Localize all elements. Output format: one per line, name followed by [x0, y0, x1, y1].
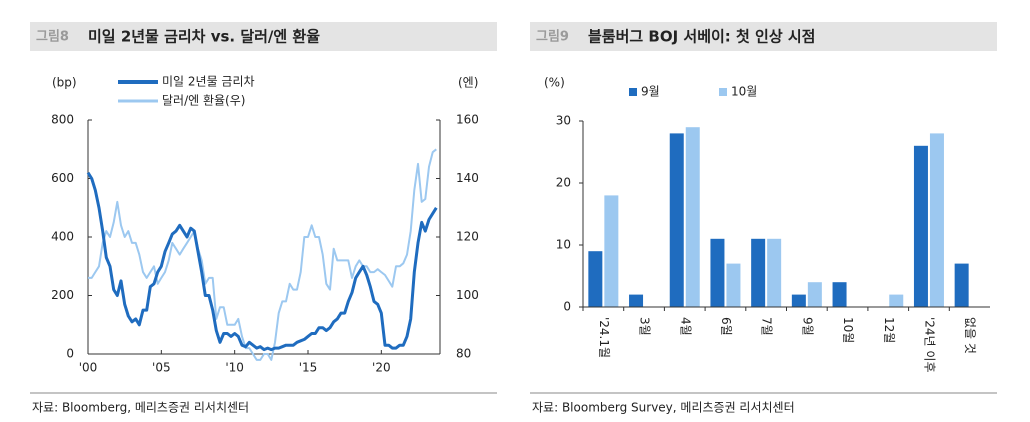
x-tick-label: '24.1월 [597, 317, 611, 358]
y2-tick-label: 120 [456, 230, 479, 244]
bar [889, 294, 904, 307]
y2-tick-label: 160 [456, 113, 479, 127]
chart-title: 블룸버그 BOJ 서베이: 첫 인상 시점 [588, 28, 815, 46]
legend-swatch [629, 88, 637, 96]
bar [751, 238, 766, 307]
y-tick-label: 20 [556, 176, 571, 190]
legend-label: 9월 [641, 85, 660, 99]
bar [588, 251, 603, 307]
bar [629, 294, 644, 307]
bar [726, 263, 741, 307]
bar [604, 195, 619, 307]
x-tick-label: 없을 것 [963, 317, 977, 354]
y-tick-label: 200 [51, 288, 74, 302]
x-tick-label: 12월 [882, 317, 896, 343]
source: 자료: Bloomberg, 메리츠증권 리서치센터 [32, 401, 249, 415]
y2-tick-label: 80 [456, 347, 471, 361]
x-tick-label: 7월 [760, 317, 774, 336]
x-tick-label: '00 [79, 361, 98, 375]
x-tick-label: '05 [152, 361, 171, 375]
header-bar [530, 22, 997, 51]
y2-tick-label: 140 [456, 171, 479, 185]
bar [791, 294, 806, 307]
x-tick-label: 9월 [800, 317, 814, 336]
x-tick-label: '24년 이후 [922, 317, 936, 373]
bar [929, 133, 944, 307]
figure-label: 그림8 [36, 30, 69, 45]
legend-label: 10월 [731, 85, 757, 99]
bar [832, 282, 847, 307]
bar [913, 145, 928, 307]
x-tick-label: '10 [225, 361, 244, 375]
y2-tick-label: 100 [456, 288, 479, 302]
figure-label: 그림9 [536, 30, 569, 45]
x-tick-label: '20 [372, 361, 391, 375]
chart-title: 미일 2년물 금리차 vs. 달러/엔 환율 [88, 28, 320, 46]
line-series [88, 148, 437, 361]
y-tick-label: 400 [51, 230, 74, 244]
x-tick-label: 4월 [678, 317, 692, 336]
y-tick-label: 10 [556, 238, 571, 252]
line-series [86, 171, 438, 352]
x-tick-label: '15 [299, 361, 318, 375]
x-tick-label: 10월 [841, 317, 855, 343]
bar [710, 238, 725, 307]
y-axis-label: (%) [544, 76, 565, 90]
bar [954, 263, 969, 307]
bar [685, 127, 700, 307]
y-tick-label: 0 [563, 300, 571, 314]
legend-label: 달러/엔 환율(우) [162, 94, 245, 108]
y-tick-label: 0 [66, 347, 74, 361]
y-tick-label: 30 [556, 114, 571, 128]
legend-label: 미일 2년물 금리차 [162, 75, 255, 89]
x-tick-label: 3월 [638, 317, 652, 336]
bar [669, 133, 684, 307]
y-axis-label: (bp) [52, 76, 77, 90]
bar [767, 238, 782, 307]
x-tick-label: 6월 [719, 317, 733, 336]
bar [807, 282, 822, 307]
y-tick-label: 800 [51, 113, 74, 127]
header-bar [30, 22, 497, 51]
y2-axis-label: (엔) [458, 76, 478, 90]
legend-swatch [719, 88, 727, 96]
source: 자료: Bloomberg Survey, 메리츠증권 리서치센터 [532, 401, 795, 415]
y-tick-label: 600 [51, 171, 74, 185]
